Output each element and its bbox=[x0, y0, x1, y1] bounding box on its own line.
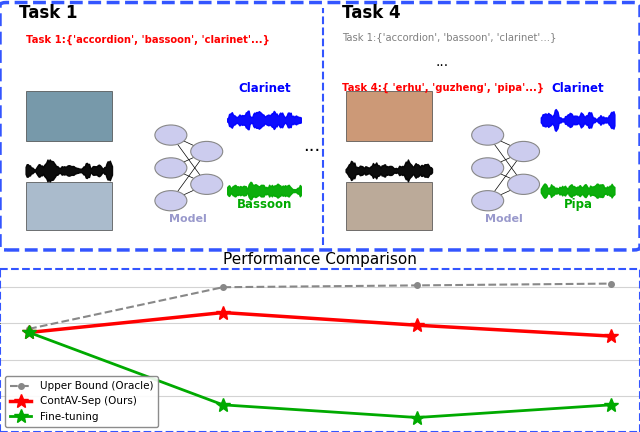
Ellipse shape bbox=[508, 174, 540, 194]
Fine-tuning bbox=[607, 402, 615, 407]
ContAV-Sep (Ours) bbox=[25, 330, 33, 335]
Line: Fine-tuning: Fine-tuning bbox=[22, 325, 618, 425]
Ellipse shape bbox=[472, 125, 504, 145]
FancyBboxPatch shape bbox=[26, 182, 112, 230]
Ellipse shape bbox=[472, 191, 504, 211]
Legend: Upper Bound (Oracle), ContAV-Sep (Ours), Fine-tuning: Upper Bound (Oracle), ContAV-Sep (Ours),… bbox=[5, 376, 158, 427]
Fine-tuning bbox=[219, 402, 227, 407]
Ellipse shape bbox=[508, 141, 540, 162]
FancyBboxPatch shape bbox=[0, 3, 640, 250]
Text: Task 4:{ 'erhu', 'guzheng', 'pipa'...}: Task 4:{ 'erhu', 'guzheng', 'pipa'...} bbox=[342, 83, 545, 93]
Ellipse shape bbox=[472, 158, 504, 178]
Text: Clarinet: Clarinet bbox=[552, 82, 604, 95]
Text: Task 4: Task 4 bbox=[342, 4, 401, 22]
Fine-tuning bbox=[25, 330, 33, 335]
Ellipse shape bbox=[155, 158, 187, 178]
Upper Bound (Oracle) bbox=[219, 285, 227, 290]
Title: Performance Comparison: Performance Comparison bbox=[223, 251, 417, 267]
Upper Bound (Oracle) bbox=[607, 281, 615, 286]
Line: Upper Bound (Oracle): Upper Bound (Oracle) bbox=[26, 281, 614, 332]
Upper Bound (Oracle) bbox=[25, 326, 33, 331]
Text: Task 1: Task 1 bbox=[19, 4, 77, 22]
Ellipse shape bbox=[191, 174, 223, 194]
Ellipse shape bbox=[155, 125, 187, 145]
FancyBboxPatch shape bbox=[346, 91, 432, 141]
Text: Pipa: Pipa bbox=[563, 198, 593, 211]
Ellipse shape bbox=[155, 191, 187, 211]
Text: Clarinet: Clarinet bbox=[238, 82, 291, 95]
Text: ...: ... bbox=[303, 137, 320, 156]
ContAV-Sep (Ours) bbox=[413, 323, 421, 328]
FancyBboxPatch shape bbox=[346, 182, 432, 230]
Text: Model: Model bbox=[169, 214, 206, 224]
Fine-tuning bbox=[413, 415, 421, 420]
Text: Model: Model bbox=[486, 214, 523, 224]
Line: ContAV-Sep (Ours): ContAV-Sep (Ours) bbox=[22, 305, 618, 343]
Text: ...: ... bbox=[435, 54, 449, 69]
Text: Bassoon: Bassoon bbox=[237, 198, 292, 211]
FancyBboxPatch shape bbox=[26, 91, 112, 141]
ContAV-Sep (Ours) bbox=[607, 334, 615, 339]
Upper Bound (Oracle) bbox=[413, 283, 421, 288]
Text: Task 1:{'accordion', 'bassoon', 'clarinet'...}: Task 1:{'accordion', 'bassoon', 'clarine… bbox=[342, 32, 557, 42]
Text: Task 1:{'accordion', 'bassoon', 'clarinet'...}: Task 1:{'accordion', 'bassoon', 'clarine… bbox=[26, 35, 269, 45]
Ellipse shape bbox=[191, 141, 223, 162]
ContAV-Sep (Ours) bbox=[219, 310, 227, 315]
